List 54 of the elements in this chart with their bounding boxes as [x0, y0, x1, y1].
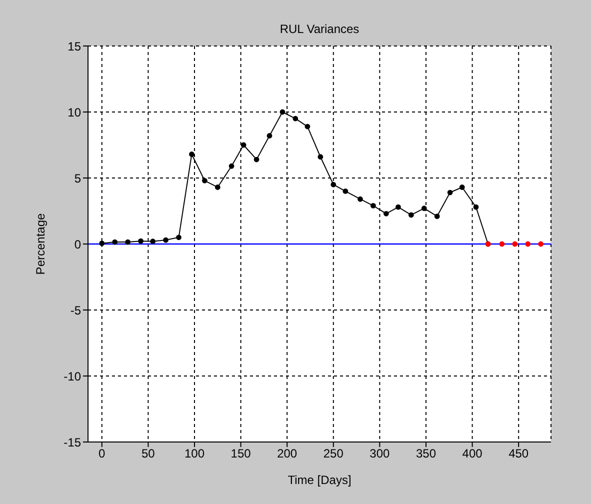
point: [163, 237, 168, 243]
point: [292, 116, 298, 122]
point: [304, 124, 310, 130]
point: [408, 212, 414, 218]
y-tick-label: 0: [74, 237, 82, 252]
x-tick-label: 450: [508, 446, 529, 461]
point: [447, 190, 453, 196]
point: [318, 154, 324, 160]
y-tick-label: -5: [70, 303, 82, 318]
x-tick-label: 0: [98, 446, 106, 461]
point: [499, 241, 505, 247]
point: [370, 203, 376, 208]
point: [125, 239, 131, 245]
point: [266, 133, 272, 138]
point: [330, 182, 336, 188]
point: [189, 152, 194, 157]
point: [396, 204, 401, 210]
point: [228, 163, 234, 169]
point: [383, 210, 389, 216]
point: [525, 241, 531, 247]
point: [214, 184, 220, 190]
y-tick-label: 15: [68, 39, 82, 54]
point: [280, 109, 286, 115]
point: [150, 238, 156, 244]
x-tick-label: 100: [184, 446, 205, 461]
x-axis-title: Time [Days]: [288, 473, 352, 487]
point: [240, 142, 246, 148]
chart-title: RUL Variances: [278, 22, 360, 36]
point: [512, 241, 518, 247]
point: [254, 156, 260, 162]
x-tick-label: 350: [416, 446, 436, 461]
y-axis-title: Percentage: [33, 212, 48, 275]
y-tick-label: -10: [64, 369, 82, 384]
x-tick-label: 250: [323, 446, 344, 461]
point: [459, 184, 465, 190]
point: [421, 206, 427, 212]
point: [202, 178, 208, 184]
point: [138, 238, 144, 244]
point: [99, 240, 105, 246]
point: [538, 241, 544, 247]
y-tick-label: -15: [64, 435, 82, 450]
point: [112, 239, 118, 245]
y-tick-label: 5: [74, 171, 82, 186]
x-tick-label: 400: [462, 446, 483, 461]
x-tick-label: 50: [142, 446, 156, 461]
y-tick-label: 10: [68, 105, 82, 120]
point: [176, 234, 182, 240]
x-tick-label: 150: [230, 446, 252, 461]
point: [473, 204, 479, 210]
x-tick-label: 200: [277, 446, 298, 461]
point: [358, 196, 363, 202]
x-tick-label: 300: [370, 446, 390, 461]
point: [342, 188, 348, 194]
point: [434, 214, 440, 219]
